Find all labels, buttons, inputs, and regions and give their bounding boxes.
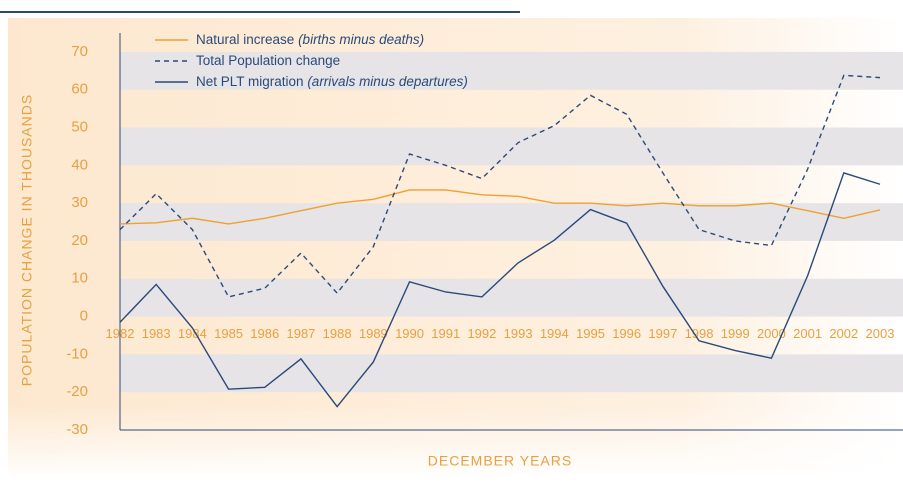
x-tick-label: 2000 xyxy=(757,326,786,341)
x-tick-label: 1990 xyxy=(395,326,424,341)
series-line xyxy=(119,172,881,408)
series-line xyxy=(119,74,881,298)
x-axis-label: DECEMBER YEARS xyxy=(428,453,572,469)
legend-label: Total Population change xyxy=(196,53,340,68)
x-tick-label: 1991 xyxy=(431,326,460,341)
legend-note: (births minus deaths) xyxy=(298,32,424,47)
legend-name: Natural increase xyxy=(196,32,294,47)
y-tick-label: 40 xyxy=(71,156,88,173)
x-tick-label: 1986 xyxy=(250,326,279,341)
x-tick-label: 1984 xyxy=(178,326,207,341)
y-tick-label: 0 xyxy=(80,308,88,325)
legend-note: (arrivals minus departures) xyxy=(307,74,468,89)
x-tick-label: 1995 xyxy=(576,326,605,341)
grid-band xyxy=(120,203,903,241)
x-tick-label: 1982 xyxy=(106,326,135,341)
y-tick-label: 70 xyxy=(71,43,88,60)
x-tick-label: 2001 xyxy=(793,326,822,341)
x-tick-label: 2002 xyxy=(829,326,858,341)
legend-label: Natural increase (births minus deaths) xyxy=(196,32,424,47)
series-line xyxy=(119,189,881,225)
y-tick-label: 50 xyxy=(71,118,88,135)
x-tick-label: 1994 xyxy=(540,326,569,341)
x-tick-label: 1993 xyxy=(504,326,533,341)
grid-band xyxy=(120,51,903,90)
grid-band xyxy=(120,354,903,393)
background-fade xyxy=(8,18,903,473)
y-axis-label: POPULATION CHANGE IN THOUSANDS xyxy=(19,94,35,386)
y-tick-label: -20 xyxy=(66,383,88,400)
legend-name: Net PLT migration xyxy=(196,74,304,89)
legend-label: Net PLT migration (arrivals minus depart… xyxy=(196,74,468,89)
x-tick-label: 2003 xyxy=(866,326,895,341)
x-tick-label: 1989 xyxy=(359,326,388,341)
y-tick-label: 30 xyxy=(71,194,88,211)
x-tick-label: 1999 xyxy=(721,326,750,341)
x-tick-label: 1983 xyxy=(142,326,171,341)
grid-band xyxy=(120,127,903,166)
x-tick-label: 1997 xyxy=(648,326,677,341)
y-tick-label: -30 xyxy=(66,421,88,438)
y-tick-label: 20 xyxy=(71,232,88,249)
x-tick-label: 1987 xyxy=(286,326,315,341)
x-tick-label: 1996 xyxy=(612,326,641,341)
y-tick-label: 10 xyxy=(71,270,88,287)
x-tick-label: 1992 xyxy=(467,326,496,341)
y-tick-label: 60 xyxy=(71,81,88,98)
grid-band xyxy=(120,278,903,317)
legend-name: Total Population change xyxy=(196,53,340,68)
x-tick-label: 1988 xyxy=(323,326,352,341)
y-tick-label: -10 xyxy=(66,345,88,362)
x-tick-label: 1985 xyxy=(214,326,243,341)
x-tick-label: 1998 xyxy=(685,326,714,341)
